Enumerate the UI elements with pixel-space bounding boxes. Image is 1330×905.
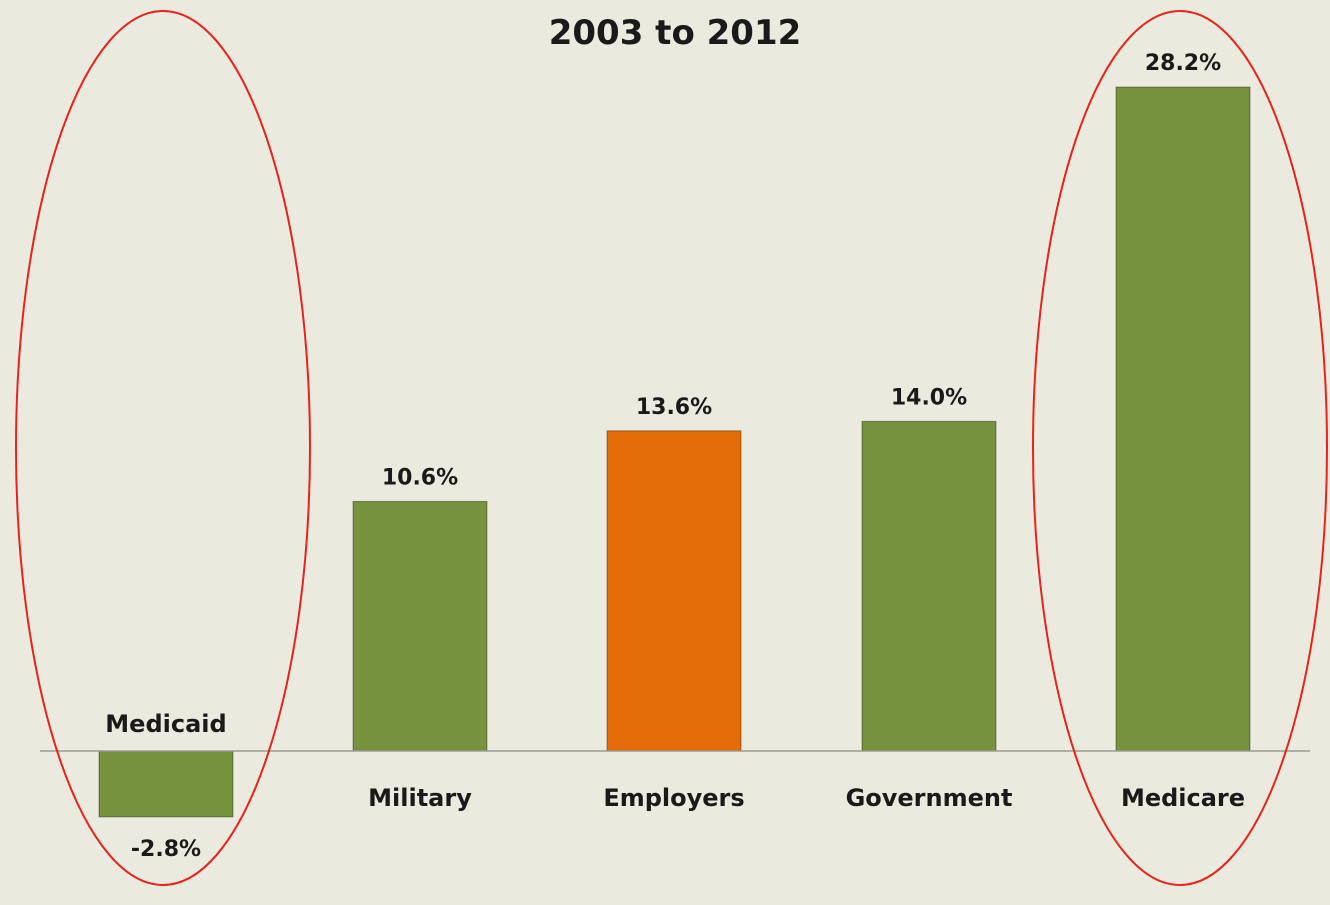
value-label-employers: 13.6%: [636, 395, 712, 420]
bar-medicaid: [98, 750, 234, 818]
chart-title: 2003 to 2012: [549, 13, 802, 53]
bar-government: [861, 420, 997, 752]
bars-group: [98, 86, 1251, 818]
labels-group: -2.8% Medicaid 10.6% Military 13.6% Employers…: [105, 51, 1245, 862]
category-label-employers: Employers: [603, 784, 744, 812]
bar-military: [352, 500, 488, 752]
category-label-military: Military: [368, 784, 472, 812]
highlight-ellipse-medicaid: [15, 10, 311, 886]
category-label-medicare: Medicare: [1121, 784, 1245, 812]
highlight-ellipse-medicare: [1032, 10, 1328, 886]
value-label-medicaid: -2.8%: [131, 837, 201, 862]
value-label-government: 14.0%: [891, 385, 967, 410]
category-label-government: Government: [846, 784, 1013, 812]
highlight-ellipses-group: [15, 10, 1328, 886]
category-label-medicaid: Medicaid: [105, 710, 226, 738]
value-label-medicare: 28.2%: [1145, 51, 1221, 76]
value-label-military: 10.6%: [382, 465, 458, 490]
bar-employers: [606, 430, 742, 752]
bar-medicare: [1115, 86, 1251, 752]
